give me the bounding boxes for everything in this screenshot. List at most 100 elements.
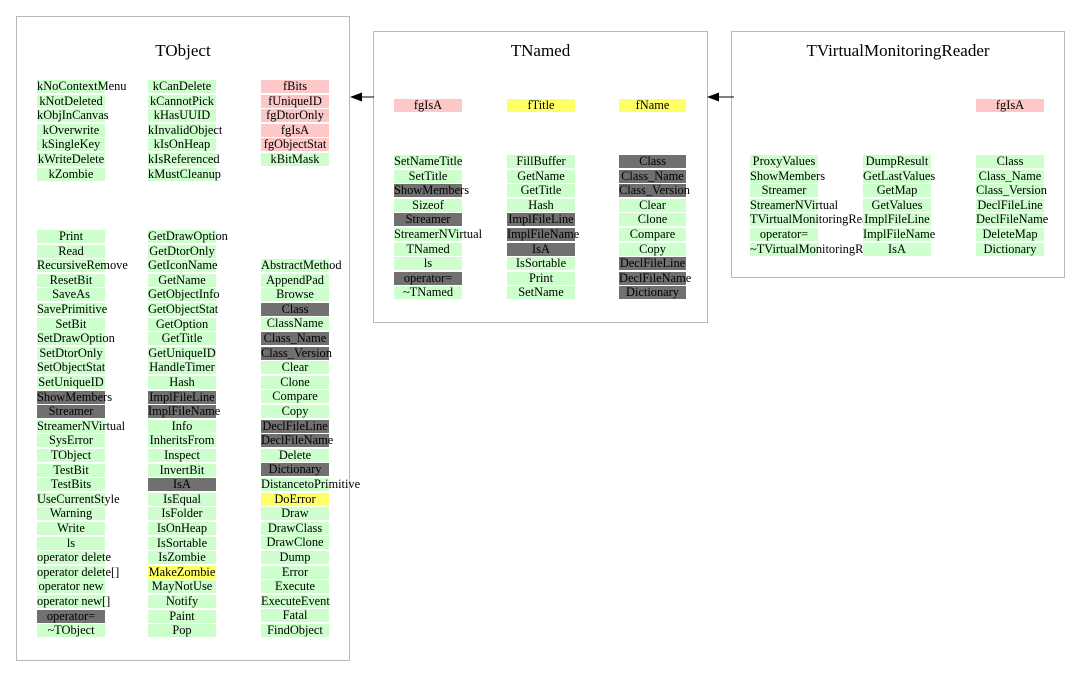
class-member-item: StreamerNVirtual: [37, 418, 126, 433]
class-member-item: TNamed: [394, 242, 462, 256]
inheritance-arrow: [707, 92, 734, 102]
class-member-item: ShowMembers: [394, 183, 470, 198]
class-member-item: Browse: [261, 288, 329, 302]
class-member-item: SetTitle: [394, 169, 462, 183]
class-member-item: DeleteMap: [976, 228, 1044, 241]
class-member-item: GetTitle: [148, 332, 216, 346]
class-member-item: DeclFileName: [976, 212, 1049, 227]
class-member-item: Class: [619, 155, 686, 168]
class-member-item: kInvalidObject: [148, 122, 223, 137]
class-member-item: IsA: [863, 242, 931, 256]
class-member-item: DistancetoPrimitive: [261, 477, 361, 491]
class-member-item: Print: [507, 271, 575, 285]
class-member-item: GetLastValues: [863, 168, 936, 183]
class-member-item: Notify: [148, 595, 216, 608]
class-title: TObject: [155, 41, 211, 60]
class-member-item: Draw: [261, 507, 329, 521]
class-member-item: fName: [619, 99, 686, 112]
class-member-item: Write: [37, 522, 105, 535]
class-member-item: ls: [37, 536, 105, 550]
class-member-item: Dictionary: [976, 242, 1044, 256]
class-member-item: TObject: [37, 449, 105, 462]
class-member-item: Clone: [261, 375, 329, 389]
class-member-item: Delete: [261, 448, 329, 462]
class-member-item: DeclFileName: [261, 433, 334, 448]
class-title: TNamed: [510, 41, 571, 60]
class-member-item: kCannotPick: [148, 93, 216, 108]
class-member-item: IsA: [148, 478, 216, 492]
class-member-item: Clone: [619, 213, 686, 227]
class-member-item: ResetBit: [37, 273, 105, 287]
class-member-item: TestBit: [37, 463, 105, 477]
class-member-item: ImplFileName: [507, 227, 580, 241]
class-member-item: HandleTimer: [148, 360, 216, 375]
class-member-item: Paint: [148, 609, 216, 623]
class-member-item: Print: [37, 230, 105, 243]
class-member-item: operator=: [394, 271, 462, 285]
class-member-item: Dictionary: [261, 463, 329, 477]
class-member-item: IsSortable: [507, 257, 575, 271]
class-member-item: Inspect: [148, 449, 216, 462]
class-member-item: MakeZombie: [148, 564, 216, 579]
class-member-item: DeclFileLine: [261, 418, 329, 433]
class-member-item: ProxyValues: [750, 155, 818, 168]
class-member-item: Error: [261, 565, 329, 579]
class-member-item: fgObjectStat: [261, 138, 329, 152]
class-member-item: IsFolder: [148, 507, 216, 521]
class-member-item: SetDtorOnly: [37, 346, 105, 360]
class-member-item: Class_Name: [619, 169, 686, 183]
class-member-item: FindObject: [261, 624, 329, 637]
class-member-item: kObjInCanvas: [37, 108, 109, 123]
class-member-item: kSingleKey: [37, 138, 105, 152]
class-member-item: UseCurrentStyle: [37, 491, 120, 506]
class-member-item: Execute: [261, 580, 329, 594]
class-member-item: operator new[]: [37, 594, 111, 608]
class-member-item: GetDtorOnly: [148, 243, 216, 258]
class-member-item: ImplFileLine: [507, 212, 575, 227]
class-member-item: ~TObject: [37, 624, 105, 638]
class-member-item: AppendPad: [261, 273, 329, 287]
class-member-item: SysError: [37, 434, 105, 448]
class-member-item: kOverwrite: [37, 123, 105, 137]
class-member-item: GetName: [507, 169, 575, 183]
class-member-item: SetObjectStat: [37, 360, 106, 375]
class-member-item: Class_Version: [619, 183, 690, 198]
class-member-item: fgIsA: [394, 99, 462, 112]
class-member-item: kNoContextMenu: [37, 79, 127, 93]
class-member-item: operator=: [750, 228, 818, 241]
class-member-item: ClassName: [261, 317, 329, 331]
class-member-item: kIsOnHeap: [148, 138, 216, 152]
class-member-item: DrawClass: [261, 521, 329, 535]
class-member-item: Compare: [619, 228, 686, 241]
class-member-item: Copy: [261, 405, 329, 418]
class-member-item: SetUniqueID: [37, 375, 105, 389]
class-member-item: ShowMembers: [750, 168, 826, 183]
class-member-item: kBitMask: [261, 153, 329, 166]
class-member-item: InheritsFrom: [148, 433, 216, 448]
class-member-item: operator=: [37, 609, 105, 623]
class-member-item: Class: [976, 155, 1044, 168]
class-member-item: RecursiveRemove: [37, 258, 128, 273]
class-member-item: kCanDelete: [148, 80, 216, 93]
class-member-item: Compare: [261, 390, 329, 404]
class-member-item: SavePrimitive: [37, 302, 108, 316]
class-member-item: TVirtualMonitoringReader: [750, 212, 884, 227]
class-member-item: kNotDeleted: [37, 94, 105, 108]
class-member-item: IsSortable: [148, 536, 216, 550]
class-member-item: GetOption: [148, 317, 216, 331]
class-member-item: SetName: [507, 286, 575, 300]
class-member-item: Hash: [507, 198, 575, 212]
class-member-item: Dictionary: [619, 286, 686, 300]
class-member-item: kMustCleanup: [148, 166, 221, 181]
class-member-item: SetNameTitle: [394, 154, 463, 168]
class-member-item: ls: [394, 257, 462, 271]
class-member-item: GetName: [148, 273, 216, 287]
class-member-item: DrawClone: [261, 536, 329, 550]
class-title: TVirtualMonitoringReader: [806, 41, 990, 60]
class-member-item: Warning: [37, 507, 105, 521]
class-member-item: operator delete[]: [37, 564, 120, 579]
class-member-item: fBits: [261, 80, 329, 93]
class-member-item: MayNotUse: [148, 580, 216, 594]
class-member-item: IsOnHeap: [148, 522, 216, 535]
class-member-item: Class_Version: [976, 183, 1047, 198]
